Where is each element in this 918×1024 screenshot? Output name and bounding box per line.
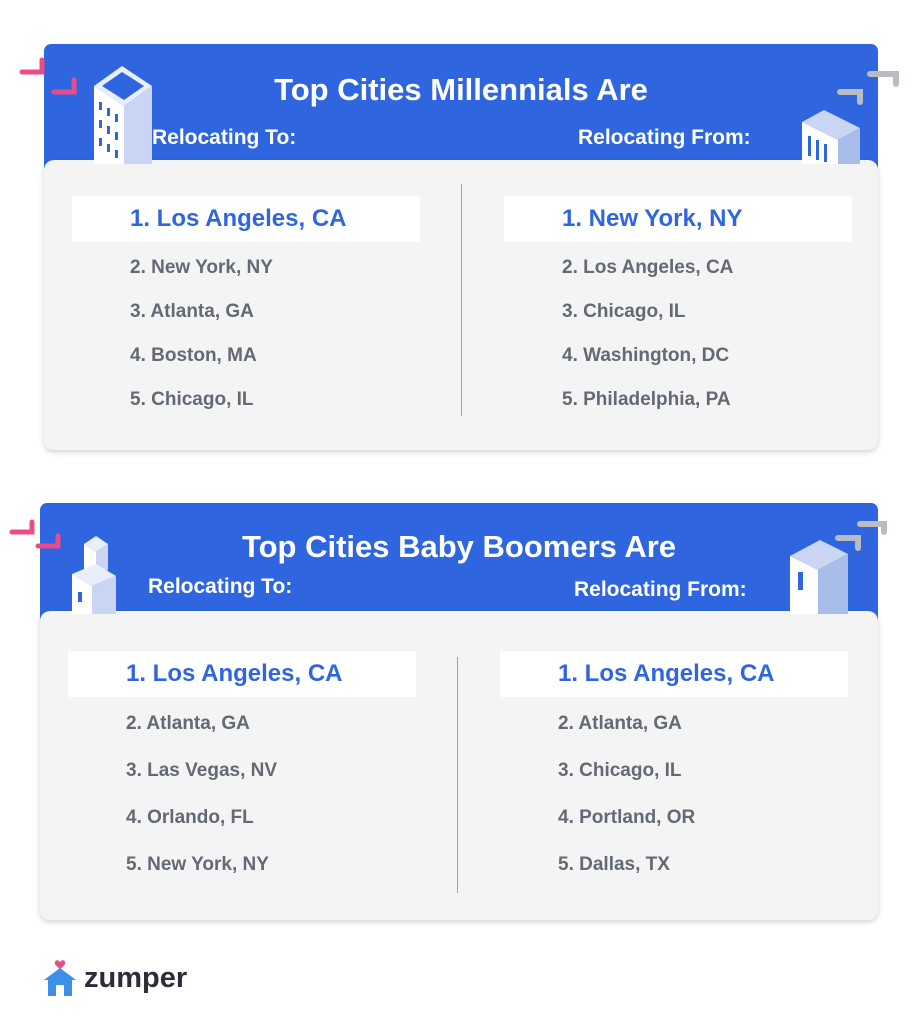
boomers-from-list: 1. Los Angeles, CA 2. Atlanta, GA 3. Chi… [500, 651, 848, 888]
list-item: 5. Philadelphia, PA [562, 389, 731, 410]
boomers-title: Top Cities Baby Boomers Are [241, 529, 677, 564]
boomers-card: Top Cities Baby Boomers Are Relocating T… [40, 503, 878, 920]
boomers-to-heading: Relocating To: [148, 575, 293, 598]
zumper-wordmark: zumper [84, 962, 188, 994]
millennials-title: Top Cities Millennials Are [274, 72, 648, 107]
column-divider [457, 657, 458, 893]
boomers-from-heading: Relocating From: [574, 578, 747, 601]
list-item: 1. Los Angeles, CA [68, 651, 416, 697]
list-item: 4. Boston, MA [130, 345, 257, 366]
millennials-card: Top Cities Millennials Are Relocating To… [40, 44, 878, 450]
list-item: 5. Chicago, IL [130, 389, 254, 410]
list-item: 3. Chicago, IL [558, 760, 682, 781]
millennials-from-list: 1. New York, NY 2. Los Angeles, CA 3. Ch… [504, 196, 852, 422]
list-item: 5. Dallas, TX [558, 854, 670, 875]
corner-bracket-decoration-icon [835, 521, 887, 551]
column-divider [461, 184, 462, 416]
list-item: 3. Atlanta, GA [130, 301, 254, 322]
list-item: 4. Portland, OR [558, 807, 696, 828]
list-item: 2. Los Angeles, CA [562, 257, 734, 278]
list-item: 3. Chicago, IL [562, 301, 686, 322]
boomers-to-list: 1. Los Angeles, CA 2. Atlanta, GA 3. Las… [68, 651, 416, 888]
millennials-to-heading: Relocating To: [152, 126, 297, 149]
corner-bracket-decoration-icon [837, 71, 899, 105]
building-illustration-icon [790, 540, 848, 614]
corner-bracket-decoration-icon [19, 57, 77, 95]
building-illustration-icon [94, 66, 152, 164]
zumper-logo: zumper [42, 958, 212, 998]
list-item: 4. Orlando, FL [126, 807, 254, 828]
millennials-from-heading: Relocating From: [578, 126, 751, 149]
list-item: 4. Washington, DC [562, 345, 730, 366]
list-item: 5. New York, NY [126, 854, 269, 875]
list-item: 1. Los Angeles, CA [72, 196, 420, 242]
zumper-house-icon [44, 960, 76, 996]
list-item: 2. Atlanta, GA [126, 713, 250, 734]
list-item: 1. Los Angeles, CA [500, 651, 848, 697]
building-illustration-icon [802, 110, 860, 164]
list-item: 3. Las Vegas, NV [126, 760, 278, 781]
list-item: 2. New York, NY [130, 257, 273, 278]
millennials-to-list: 1. Los Angeles, CA 2. New York, NY 3. At… [72, 196, 420, 422]
boomers-panel: 1. Los Angeles, CA 2. Atlanta, GA 3. Las… [40, 611, 878, 920]
millennials-panel: 1. Los Angeles, CA 2. New York, NY 3. At… [44, 160, 878, 450]
list-item: 2. Atlanta, GA [558, 713, 682, 734]
corner-bracket-decoration-icon [9, 519, 61, 549]
list-item: 1. New York, NY [504, 196, 852, 242]
building-illustration-icon [72, 536, 116, 614]
